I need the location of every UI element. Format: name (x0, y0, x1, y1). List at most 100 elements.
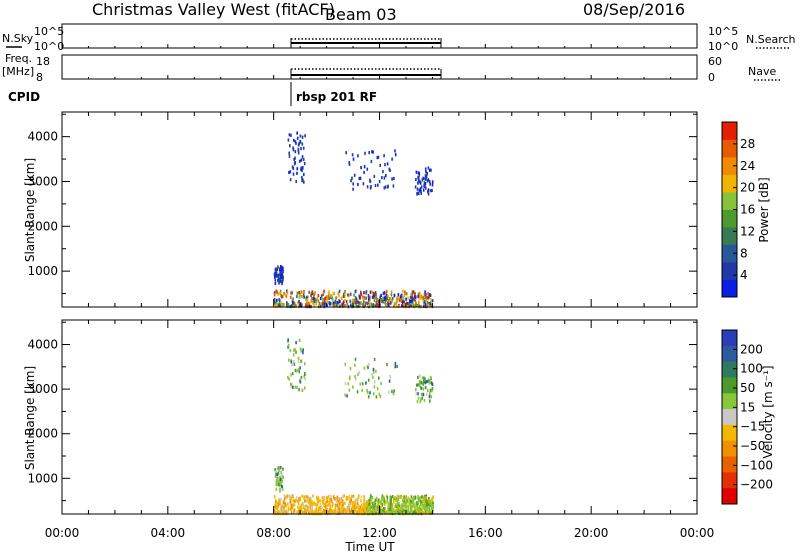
echo-cell (299, 293, 302, 297)
cpid-label: CPID (8, 90, 40, 104)
echo-cell (348, 293, 350, 297)
echo-cell (386, 162, 389, 166)
echo-cell (389, 499, 391, 503)
echo-cell (334, 497, 336, 501)
echo-cell (380, 499, 383, 503)
echo-cell (315, 302, 318, 306)
echo-cell (292, 385, 294, 389)
station-title: Christmas Valley West (fitACF) (92, 0, 335, 19)
echo-cell (372, 392, 375, 396)
echo-cell (376, 499, 379, 503)
echo-cell (423, 499, 425, 503)
echo-cell (286, 291, 289, 295)
echo-cell (427, 192, 430, 196)
echo-cell (279, 279, 282, 284)
echo-cell (400, 495, 403, 499)
echo-cell (358, 176, 361, 181)
echo-cell (398, 504, 401, 508)
echo-cell (357, 372, 359, 377)
echo-cell (282, 475, 285, 480)
velocity-panel: 1000 2000 3000 4000 Slant Range [km] 200 100… (23, 319, 775, 516)
echo-cell (409, 301, 411, 305)
echo-cell (293, 157, 295, 162)
echo-cell (300, 375, 303, 380)
colorbar-tick-label: −100 (740, 458, 773, 472)
sky-label: N.Sky (2, 32, 34, 45)
echo-cell (277, 466, 280, 470)
echo-cell (313, 303, 316, 307)
echo-cell (373, 385, 376, 389)
echo-cell (413, 297, 416, 301)
echo-cell (327, 494, 330, 499)
echo-cell (303, 374, 306, 378)
echo-cell (360, 290, 362, 294)
freq-tick-right-top: 60 (708, 55, 722, 68)
echo-cell (300, 360, 302, 364)
echo-cell (419, 188, 422, 192)
echo-cell (289, 500, 292, 504)
echo-cell (332, 291, 335, 295)
echo-cell (293, 508, 296, 512)
echo-cell (375, 511, 377, 515)
echo-cell (289, 495, 291, 499)
echo-cell (287, 375, 289, 379)
echo-cell (425, 509, 428, 513)
echo-cell (420, 397, 422, 401)
echo-cell (276, 501, 279, 505)
velocity-colorbar-label: Velocity [m s⁻¹] (761, 365, 775, 458)
echo-cell (352, 494, 355, 498)
echo-cell (422, 301, 425, 305)
echo-cell (373, 357, 376, 361)
echo-cell (363, 300, 365, 304)
echo-cell (278, 273, 280, 277)
echo-cell (376, 298, 379, 302)
echo-cell (427, 292, 429, 296)
echo-cell (288, 151, 290, 155)
echo-cell (293, 303, 296, 307)
echo-cell (408, 299, 411, 303)
echo-cell (306, 298, 309, 302)
echo-cell (279, 477, 282, 482)
echo-cell (283, 505, 286, 509)
echo-cell (389, 502, 392, 506)
echo-cell (414, 185, 417, 189)
echo-cell (415, 302, 417, 306)
echo-cell (422, 382, 425, 386)
echo-cell (429, 399, 431, 403)
echo-cell (421, 396, 423, 400)
echo-cell (388, 511, 390, 515)
echo-cell (317, 499, 320, 503)
echo-cell (324, 302, 326, 306)
echo-cell (317, 496, 320, 500)
echo-cell (295, 350, 297, 354)
echo-cell (388, 505, 391, 509)
echo-cell (380, 504, 383, 508)
echo-cell (287, 338, 289, 342)
echo-cell (335, 499, 338, 503)
echo-cell (284, 293, 287, 297)
echo-cell (429, 391, 431, 395)
echo-cell (288, 154, 291, 158)
echo-cell (307, 498, 310, 502)
echo-cell (344, 382, 347, 386)
echo-cell (273, 297, 276, 301)
echo-cell (397, 293, 400, 297)
echo-cell (309, 506, 312, 510)
echo-cell (291, 363, 293, 367)
echo-cell (378, 392, 381, 396)
echo-cell (421, 499, 424, 503)
echo-cell (338, 289, 341, 293)
echo-cell (389, 375, 391, 379)
echo-cell (332, 302, 334, 306)
echo-cell (403, 503, 405, 507)
echo-cell (415, 392, 418, 396)
echo-cell (357, 304, 360, 308)
echo-cell (331, 294, 333, 298)
echo-cell (282, 511, 285, 515)
echo-cell (305, 495, 308, 499)
echo-cell (305, 304, 308, 308)
echo-cell (290, 360, 293, 364)
echo-cell (410, 293, 412, 297)
echo-cell (430, 375, 432, 379)
echo-cell (354, 377, 357, 381)
